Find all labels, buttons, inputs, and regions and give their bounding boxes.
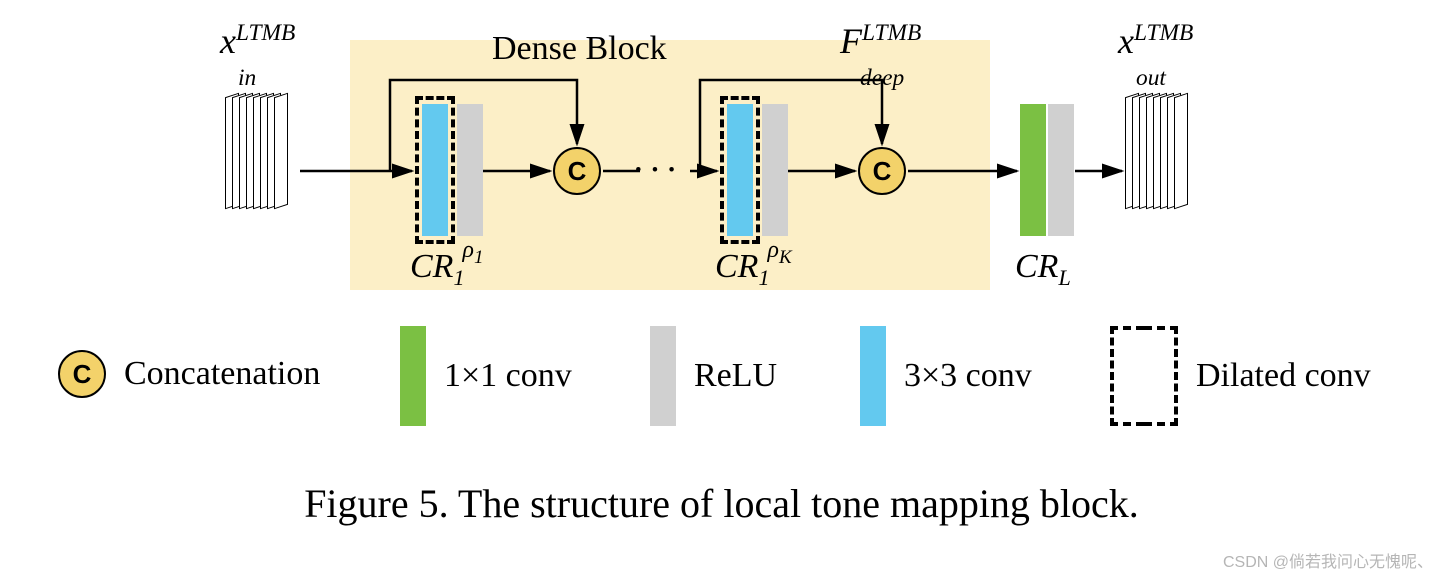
legend-relu: ReLU (650, 326, 777, 426)
legend-concat: C Concatenation (58, 350, 320, 398)
f-deep-label: FLTMB deep (840, 20, 921, 110)
legend-1x1-icon (400, 326, 426, 426)
legend-concat-icon: C (58, 350, 106, 398)
ellipsis: ··· (632, 148, 682, 192)
legend-1x1-text: 1×1 conv (444, 357, 572, 395)
legend-3x3-icon (860, 326, 886, 426)
input-tensor (225, 95, 305, 245)
watermark-text: CSDN @倘若我问心无愧呢、 (1223, 548, 1433, 572)
concat-1-icon: C (553, 147, 601, 195)
legend-concat-text: Concatenation (124, 355, 320, 393)
legend-dilated-icon (1110, 326, 1144, 426)
concat-glyph: C (873, 156, 892, 187)
crL-label: CRL (1015, 248, 1071, 291)
legend-relu-icon (650, 326, 676, 426)
output-tensor (1125, 95, 1205, 245)
x-out-label: xLTMB out (1118, 20, 1193, 110)
legend-3x3-text: 3×3 conv (904, 357, 1032, 395)
cr1-label: CR1ρ1 (410, 248, 485, 291)
legend-3x3: 3×3 conv (860, 326, 1032, 426)
x-in-label: xLTMB in (220, 20, 295, 110)
legend-dilated: Dilated conv (1110, 326, 1371, 426)
figure-canvas: C C ··· xLTMB in Dense Block FLTMB deep … (0, 0, 1443, 578)
crK-label: CR1ρK (715, 248, 794, 291)
concat-K-icon: C (858, 147, 906, 195)
legend-1x1: 1×1 conv (400, 326, 572, 426)
figure-caption: Figure 5. The structure of local tone ma… (0, 480, 1443, 527)
legend-dilated-text: Dilated conv (1196, 357, 1371, 395)
legend-relu-text: ReLU (694, 357, 777, 395)
dense-block-title: Dense Block (492, 30, 667, 68)
concat-glyph: C (568, 156, 587, 187)
